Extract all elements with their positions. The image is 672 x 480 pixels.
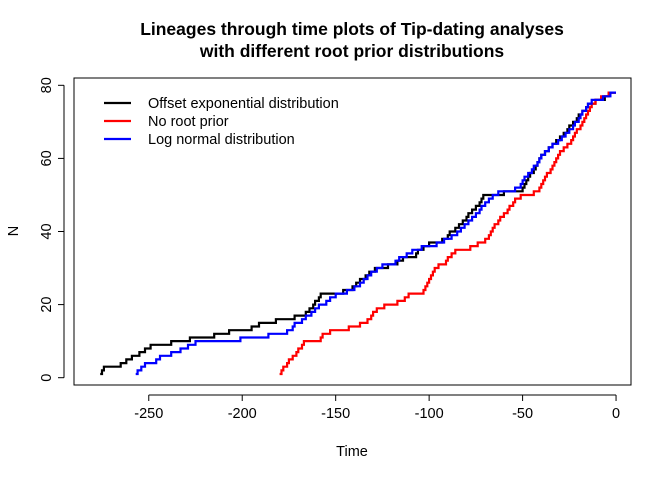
y-tick-label: 80 — [39, 77, 55, 93]
x-tick-label: -250 — [134, 406, 163, 422]
series-line-2 — [135, 91, 616, 376]
legend-label-1: No root prior — [148, 114, 229, 130]
y-axis: 0 20 40 60 80 — [39, 77, 65, 382]
y-tick-label: 20 — [39, 297, 55, 313]
plot-frame — [73, 77, 632, 386]
legend: Offset exponential distribution No root p… — [104, 96, 339, 148]
legend-label-2: Log normal distribution — [148, 132, 295, 148]
y-tick-label: 0 — [39, 374, 55, 382]
x-tick-label: -150 — [321, 406, 350, 422]
y-axis-label: N — [6, 226, 22, 236]
chart-title-line-1: Lineages through time plots of Tip-datin… — [140, 19, 564, 39]
chart-title-line-2: with different root prior distributions — [199, 41, 505, 61]
x-tick-label: -200 — [228, 406, 257, 422]
x-axis-label: Time — [336, 444, 368, 460]
y-tick-label: 40 — [39, 223, 55, 239]
x-tick-label: -100 — [415, 406, 444, 422]
x-axis: -250 -200 -150 -100 -50 0 — [134, 394, 620, 422]
legend-label-0: Offset exponential distribution — [148, 96, 339, 112]
series-layer — [100, 91, 616, 376]
x-tick-label: 0 — [612, 406, 620, 422]
x-tick-label: -50 — [512, 406, 533, 422]
series-line-1 — [279, 91, 616, 376]
y-tick-label: 60 — [39, 150, 55, 166]
